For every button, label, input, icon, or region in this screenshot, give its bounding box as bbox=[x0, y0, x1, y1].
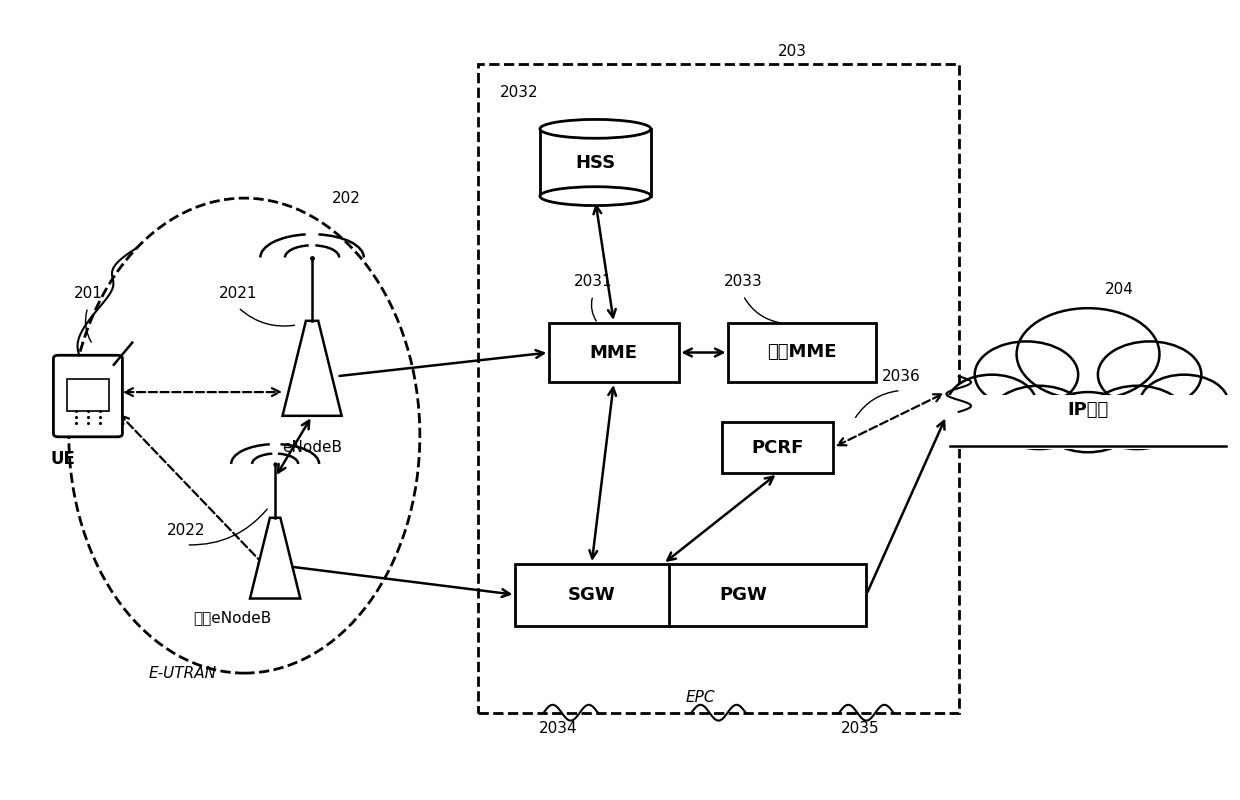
Text: PGW: PGW bbox=[719, 586, 768, 604]
Text: IP业务: IP业务 bbox=[1068, 401, 1109, 418]
Text: 2031: 2031 bbox=[574, 274, 613, 289]
Circle shape bbox=[947, 374, 1037, 432]
FancyBboxPatch shape bbox=[722, 422, 833, 474]
Circle shape bbox=[1017, 308, 1159, 400]
Text: HSS: HSS bbox=[575, 154, 615, 171]
Text: 201: 201 bbox=[73, 286, 103, 301]
Text: eNodeB: eNodeB bbox=[281, 440, 342, 455]
Text: MME: MME bbox=[590, 343, 637, 362]
Circle shape bbox=[1140, 374, 1229, 432]
Circle shape bbox=[990, 386, 1087, 449]
Circle shape bbox=[1097, 342, 1202, 408]
Text: 204: 204 bbox=[1105, 282, 1133, 297]
Text: 2035: 2035 bbox=[841, 721, 879, 736]
Ellipse shape bbox=[539, 186, 651, 206]
Polygon shape bbox=[539, 129, 651, 196]
Text: 203: 203 bbox=[777, 44, 807, 59]
FancyBboxPatch shape bbox=[549, 323, 678, 382]
Circle shape bbox=[1042, 392, 1135, 452]
Text: 其它MME: 其它MME bbox=[768, 343, 837, 362]
Ellipse shape bbox=[539, 119, 651, 138]
Text: EPC: EPC bbox=[686, 690, 714, 705]
FancyBboxPatch shape bbox=[53, 355, 123, 437]
FancyBboxPatch shape bbox=[946, 395, 1230, 449]
Text: 2021: 2021 bbox=[219, 286, 258, 301]
Text: 2022: 2022 bbox=[167, 523, 206, 538]
Text: 2032: 2032 bbox=[500, 86, 538, 100]
Circle shape bbox=[1087, 386, 1187, 449]
Text: UE: UE bbox=[51, 450, 76, 468]
Text: E-UTRAN: E-UTRAN bbox=[149, 666, 217, 681]
Text: PCRF: PCRF bbox=[751, 438, 804, 457]
Polygon shape bbox=[250, 518, 300, 598]
FancyBboxPatch shape bbox=[728, 323, 877, 382]
Text: 202: 202 bbox=[332, 190, 361, 206]
FancyBboxPatch shape bbox=[516, 564, 867, 626]
Polygon shape bbox=[283, 321, 342, 416]
Circle shape bbox=[975, 342, 1078, 408]
Text: 2036: 2036 bbox=[882, 369, 920, 384]
Text: 2034: 2034 bbox=[539, 721, 578, 736]
Text: 2033: 2033 bbox=[724, 274, 763, 289]
Text: 其它eNodeB: 其它eNodeB bbox=[193, 610, 272, 626]
Text: SGW: SGW bbox=[568, 586, 615, 604]
